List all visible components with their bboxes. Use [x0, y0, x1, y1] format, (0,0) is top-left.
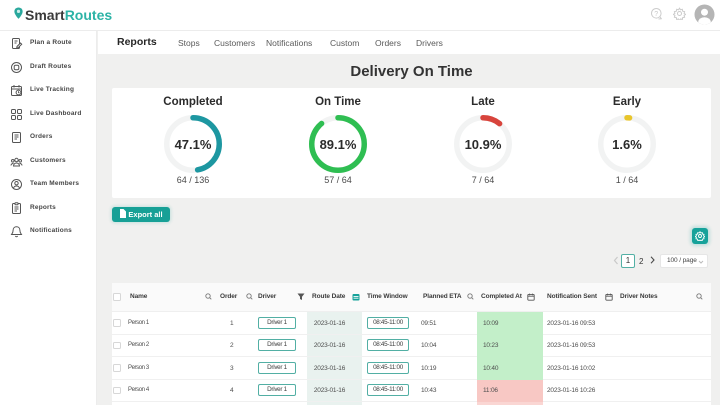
svg-text:?: ?	[654, 11, 658, 18]
